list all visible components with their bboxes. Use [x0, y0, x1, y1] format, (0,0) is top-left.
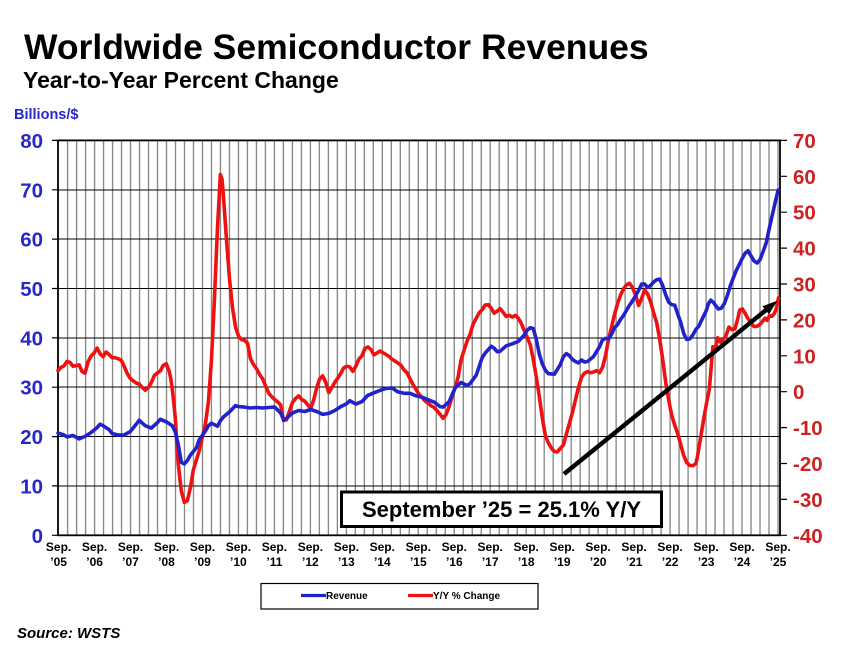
svg-text:-40: -40 [793, 525, 823, 548]
svg-text:Billions/$: Billions/$ [14, 107, 78, 123]
svg-text:50: 50 [793, 202, 816, 225]
svg-text:Sep.: Sep. [478, 540, 503, 554]
svg-text:20: 20 [20, 426, 43, 449]
svg-text:’05: ’05 [50, 555, 67, 569]
svg-text:Sep.: Sep. [621, 540, 646, 554]
svg-text:Revenue: Revenue [326, 591, 368, 602]
svg-text:0: 0 [32, 525, 43, 548]
svg-text:80: 80 [20, 130, 43, 153]
svg-text:’07: ’07 [122, 555, 139, 569]
svg-text:Sep.: Sep. [190, 540, 215, 554]
svg-text:60: 60 [793, 166, 816, 189]
svg-text:Sep.: Sep. [370, 540, 395, 554]
svg-text:Sep.: Sep. [585, 540, 610, 554]
svg-text:Worldwide Semiconductor Revenu: Worldwide Semiconductor Revenues [24, 27, 649, 67]
svg-text:0: 0 [793, 381, 804, 404]
svg-text:50: 50 [20, 278, 43, 301]
svg-text:Sep.: Sep. [262, 540, 287, 554]
svg-text:30: 30 [793, 274, 816, 297]
svg-text:Sep.: Sep. [82, 540, 107, 554]
svg-text:10: 10 [793, 345, 816, 368]
svg-text:’25: ’25 [770, 555, 787, 569]
svg-text:Sep.: Sep. [334, 540, 359, 554]
svg-text:September ’25 = 25.1% Y/Y: September ’25 = 25.1% Y/Y [362, 497, 641, 522]
svg-text:’21: ’21 [626, 555, 643, 569]
svg-text:’10: ’10 [230, 555, 247, 569]
svg-text:Sep.: Sep. [118, 540, 143, 554]
svg-text:Sep.: Sep. [442, 540, 467, 554]
svg-text:Sep.: Sep. [765, 540, 790, 554]
svg-text:’22: ’22 [662, 555, 679, 569]
svg-text:’17: ’17 [482, 555, 499, 569]
svg-text:Sep.: Sep. [406, 540, 431, 554]
svg-text:40: 40 [20, 327, 43, 350]
svg-text:Sep.: Sep. [550, 540, 575, 554]
svg-text:’14: ’14 [374, 555, 391, 569]
svg-text:’12: ’12 [302, 555, 319, 569]
svg-text:Sep.: Sep. [298, 540, 323, 554]
svg-text:’18: ’18 [518, 555, 535, 569]
svg-text:Source: WSTS: Source: WSTS [17, 625, 120, 642]
svg-text:’13: ’13 [338, 555, 355, 569]
svg-text:Sep.: Sep. [154, 540, 179, 554]
svg-text:’19: ’19 [554, 555, 571, 569]
svg-text:’23: ’23 [698, 555, 715, 569]
svg-text:70: 70 [20, 179, 43, 202]
svg-text:Sep.: Sep. [657, 540, 682, 554]
svg-text:60: 60 [20, 229, 43, 252]
svg-text:-10: -10 [793, 417, 823, 440]
svg-text:’24: ’24 [734, 555, 751, 569]
svg-text:’20: ’20 [590, 555, 607, 569]
svg-text:Sep.: Sep. [226, 540, 251, 554]
svg-text:’16: ’16 [446, 555, 463, 569]
svg-text:20: 20 [793, 309, 816, 332]
svg-text:40: 40 [793, 238, 816, 261]
svg-text:-20: -20 [793, 453, 823, 476]
svg-text:Year-to-Year Percent Change: Year-to-Year Percent Change [23, 67, 339, 93]
svg-text:-30: -30 [793, 489, 823, 512]
svg-text:’06: ’06 [86, 555, 103, 569]
svg-text:’11: ’11 [266, 555, 282, 569]
svg-text:10: 10 [20, 475, 43, 498]
svg-text:’09: ’09 [194, 555, 211, 569]
svg-text:Sep.: Sep. [514, 540, 539, 554]
svg-text:Sep.: Sep. [729, 540, 754, 554]
svg-text:’08: ’08 [158, 555, 175, 569]
svg-text:Sep.: Sep. [46, 540, 71, 554]
svg-text:Sep.: Sep. [693, 540, 718, 554]
svg-text:70: 70 [793, 130, 816, 153]
svg-text:Y/Y % Change: Y/Y % Change [433, 591, 500, 602]
svg-text:30: 30 [20, 377, 43, 400]
svg-text:’15: ’15 [410, 555, 427, 569]
